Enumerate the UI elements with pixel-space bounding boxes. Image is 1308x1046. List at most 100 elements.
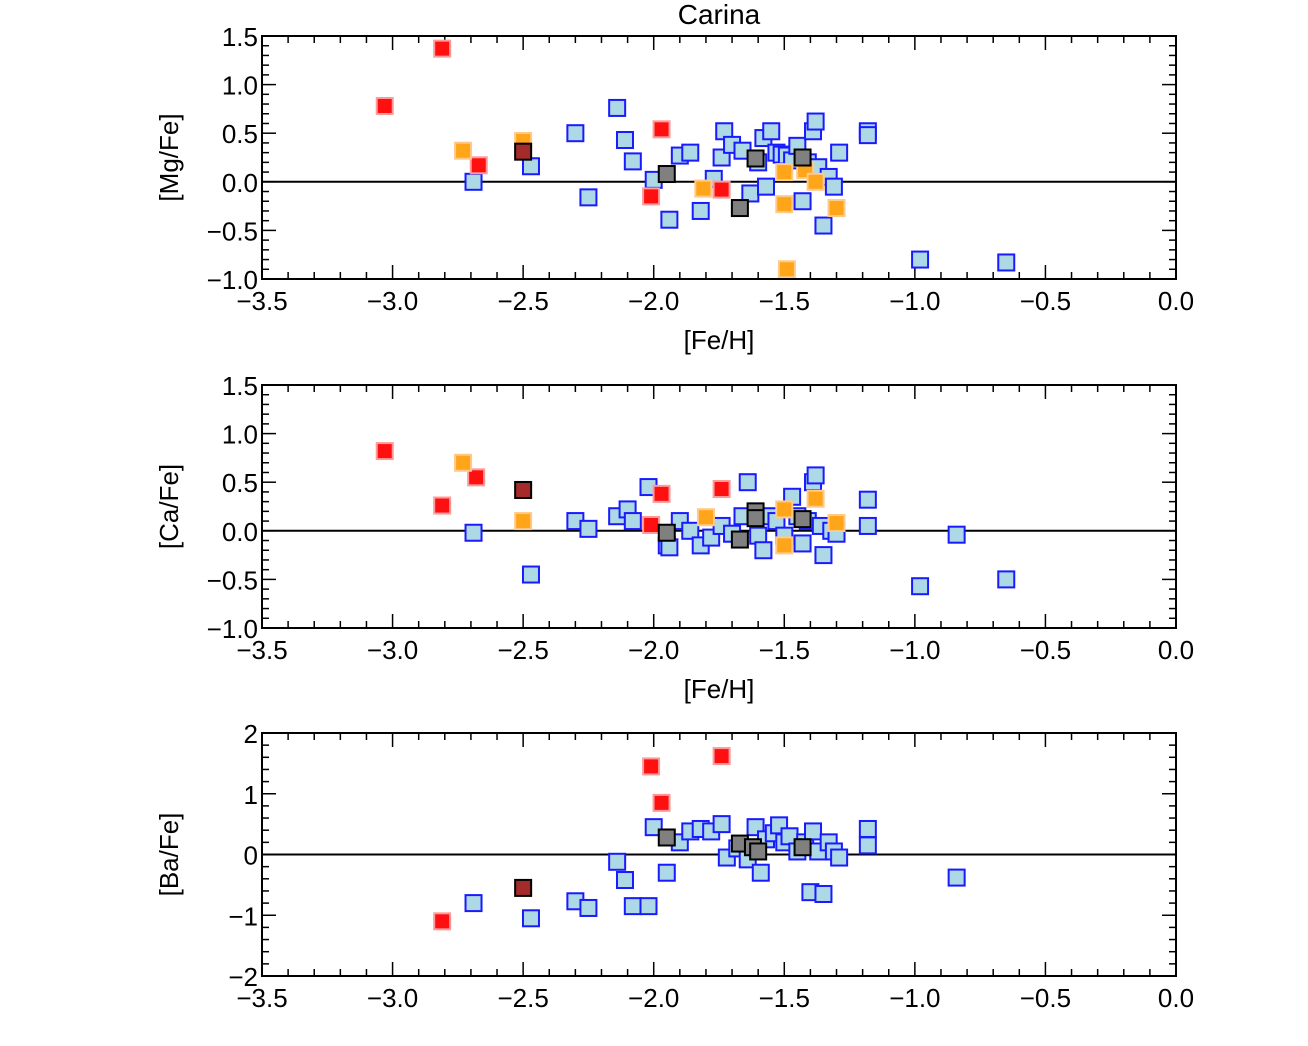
y-tick-label: 1.0 bbox=[222, 71, 258, 101]
x-tick-label: −2.5 bbox=[497, 286, 548, 316]
point-blue bbox=[806, 112, 825, 131]
point-gray bbox=[746, 149, 765, 168]
point-blue bbox=[623, 897, 642, 916]
point-gray bbox=[793, 510, 812, 529]
y-tick-label: 2 bbox=[244, 719, 258, 749]
point-gray bbox=[746, 509, 765, 528]
point-darkred bbox=[514, 480, 533, 499]
y-axis-label: [Ca/Fe] bbox=[154, 464, 184, 549]
y-tick-label: −1.0 bbox=[207, 265, 258, 295]
point-orange bbox=[827, 514, 846, 533]
x-tick-label: −3.5 bbox=[236, 983, 287, 1013]
point-blue bbox=[639, 897, 658, 916]
point-blue bbox=[858, 819, 877, 838]
point-red bbox=[652, 120, 671, 139]
point-gray bbox=[793, 148, 812, 167]
point-blue bbox=[947, 525, 966, 544]
y-tick-label: 0.5 bbox=[222, 468, 258, 498]
x-tick-label: 0.0 bbox=[1158, 635, 1194, 665]
point-blue bbox=[521, 909, 540, 928]
point-red bbox=[642, 187, 661, 206]
y-tick-label: 1.5 bbox=[222, 371, 258, 401]
point-red bbox=[375, 442, 394, 461]
series-blue bbox=[464, 98, 1016, 272]
point-red bbox=[469, 156, 488, 175]
point-gray bbox=[657, 523, 676, 542]
plot-frame bbox=[261, 384, 1177, 629]
y-tick-label: 0.0 bbox=[222, 517, 258, 547]
point-orange bbox=[827, 199, 846, 218]
point-orange bbox=[696, 508, 715, 527]
point-blue bbox=[858, 126, 877, 145]
y-axis-label: [Mg/Fe] bbox=[154, 113, 184, 201]
point-red bbox=[642, 515, 661, 534]
point-gray bbox=[730, 199, 749, 218]
point-orange bbox=[775, 195, 794, 214]
point-blue bbox=[579, 188, 598, 207]
point-darkred bbox=[514, 878, 533, 897]
x-tick-label: 0.0 bbox=[1158, 983, 1194, 1013]
y-tick-label: 0.5 bbox=[222, 119, 258, 149]
panel-ba: −3.5 −3.0 −2.5 −2.0 −1.5 −1.0 −0.5 0.0 −2 −1 0 1 2 [B… bbox=[154, 719, 1194, 1013]
point-orange bbox=[454, 453, 473, 472]
x-tick-label: −2.0 bbox=[628, 983, 679, 1013]
x-tick-label: −2.0 bbox=[628, 286, 679, 316]
series-orange bbox=[454, 453, 846, 555]
series-orange bbox=[454, 131, 846, 279]
point-blue bbox=[997, 570, 1016, 589]
panel-ca: −3.5 −3.0 −2.5 −2.0 −1.5 −1.0 −0.5 0.0 −1.0 −0.5 0… bbox=[154, 371, 1194, 704]
point-blue bbox=[997, 253, 1016, 272]
point-blue bbox=[911, 250, 930, 269]
y-tick-label: −2 bbox=[228, 962, 258, 992]
x-tick-label: −3.5 bbox=[236, 286, 287, 316]
series-darkred bbox=[514, 480, 533, 499]
point-blue bbox=[757, 177, 776, 196]
point-blue bbox=[804, 822, 823, 841]
series-gray bbox=[657, 502, 812, 549]
point-blue bbox=[608, 852, 627, 871]
y-tick-label: 1.0 bbox=[222, 420, 258, 450]
panels: −3.5 −3.0 −2.5 −2.0 −1.5 −1.0 −0.5 0.0 −1.0 −0.5 0… bbox=[154, 22, 1194, 1013]
point-orange bbox=[694, 179, 713, 198]
point-orange bbox=[775, 163, 794, 182]
x-tick-label: −3.0 bbox=[367, 635, 418, 665]
point-blue bbox=[830, 848, 849, 867]
point-blue bbox=[464, 523, 483, 542]
point-blue bbox=[751, 863, 770, 882]
x-tick-label: 0.0 bbox=[1158, 286, 1194, 316]
series-red bbox=[375, 39, 731, 206]
y-tick-label: 1.5 bbox=[222, 22, 258, 52]
point-blue bbox=[858, 490, 877, 509]
point-orange bbox=[775, 500, 794, 519]
point-gray bbox=[730, 530, 749, 549]
point-red bbox=[375, 96, 394, 115]
point-blue bbox=[814, 546, 833, 565]
point-blue bbox=[657, 863, 676, 882]
point-blue bbox=[464, 172, 483, 191]
point-gray bbox=[793, 838, 812, 857]
point-blue bbox=[579, 898, 598, 917]
point-blue bbox=[623, 512, 642, 531]
point-blue bbox=[712, 815, 731, 834]
point-blue bbox=[566, 124, 585, 143]
x-axis-label: [Fe/H] bbox=[684, 325, 755, 355]
point-red bbox=[433, 912, 452, 931]
series-red bbox=[433, 747, 731, 931]
point-red bbox=[652, 793, 671, 812]
point-gray bbox=[657, 828, 676, 847]
x-tick-label: −1.0 bbox=[889, 635, 940, 665]
point-blue bbox=[814, 216, 833, 235]
x-tick-label: −0.5 bbox=[1020, 983, 1071, 1013]
x-tick-label: −3.0 bbox=[367, 286, 418, 316]
x-tick-label: −1.5 bbox=[759, 635, 810, 665]
point-orange bbox=[806, 172, 825, 191]
point-orange bbox=[514, 512, 533, 531]
point-red bbox=[433, 39, 452, 58]
x-tick-label: −2.5 bbox=[497, 635, 548, 665]
point-red bbox=[712, 180, 731, 199]
y-axis-label: [Ba/Fe] bbox=[154, 813, 184, 897]
x-axis-label: [Fe/H] bbox=[684, 674, 755, 704]
point-blue bbox=[660, 210, 679, 229]
x-tick-label: −3.0 bbox=[367, 983, 418, 1013]
